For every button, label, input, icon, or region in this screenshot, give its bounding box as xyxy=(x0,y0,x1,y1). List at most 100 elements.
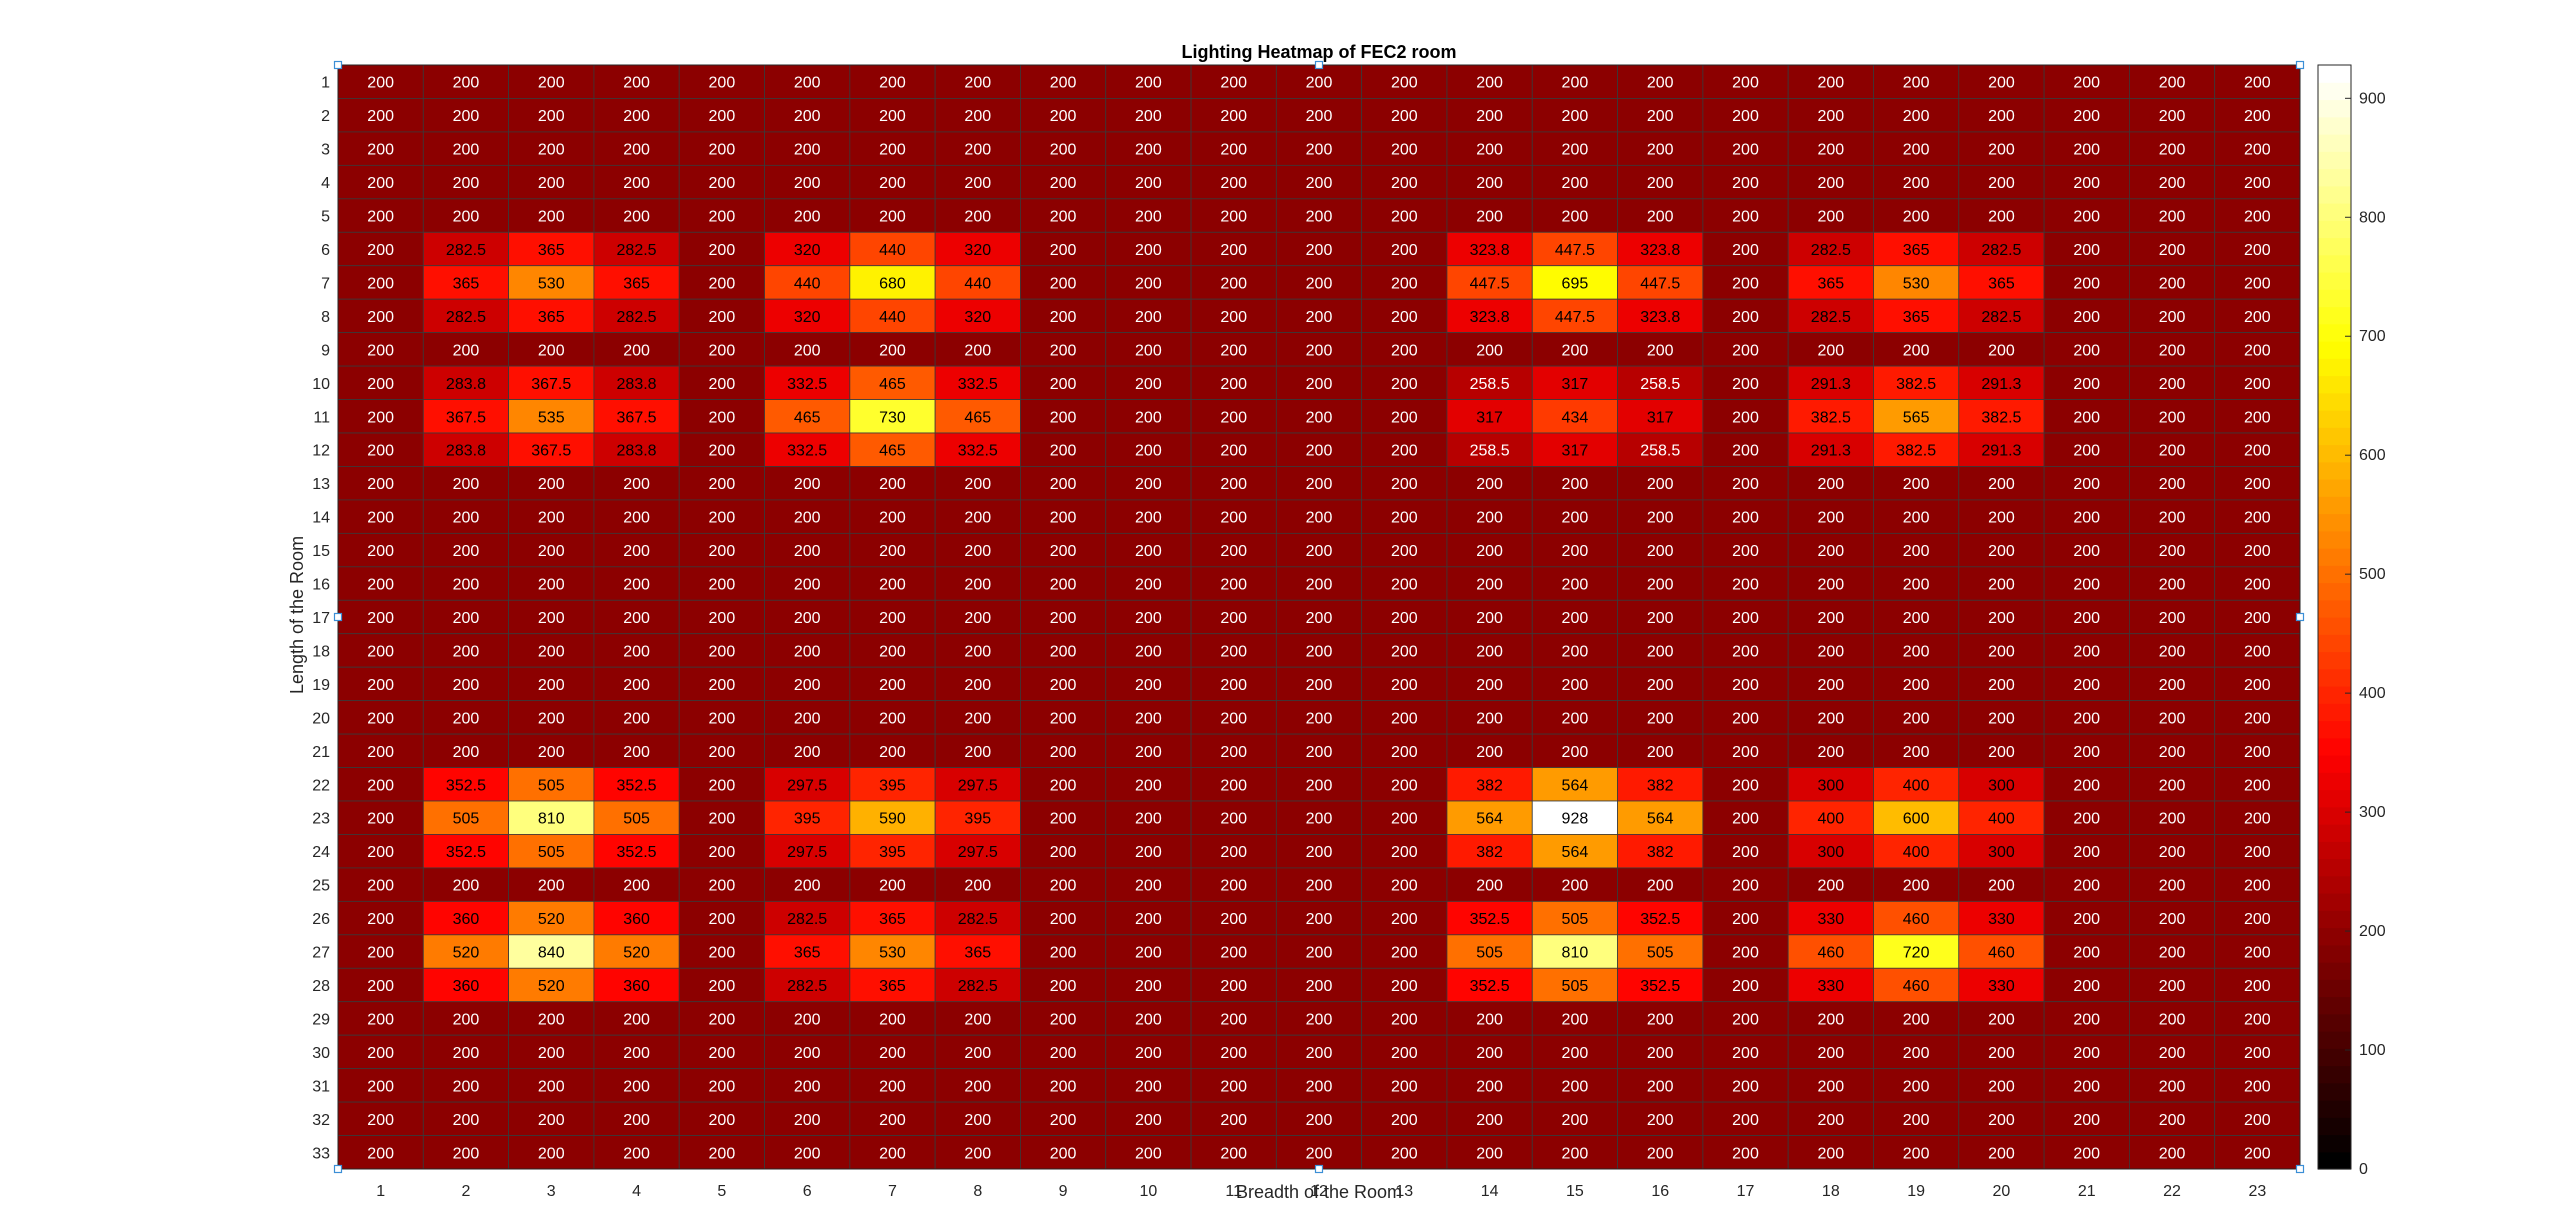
cell-value-label: 200 xyxy=(1306,275,1333,292)
y-tick-label: 7 xyxy=(321,275,330,292)
heatmap-cell xyxy=(849,265,936,300)
cell-value-label: 200 xyxy=(1647,142,1674,159)
heatmap-cell xyxy=(593,231,680,267)
cell-value-label: 200 xyxy=(1220,677,1247,694)
cell-value-label: 200 xyxy=(1306,1145,1333,1162)
cell-value-label: 200 xyxy=(538,1145,565,1162)
heatmap-cell xyxy=(1873,666,1960,702)
cell-value-label: 200 xyxy=(794,543,821,560)
colorbar-swatch xyxy=(2318,772,2351,791)
colorbar-swatch xyxy=(2318,979,2351,998)
cell-value-label: 200 xyxy=(794,744,821,761)
heatmap-cell xyxy=(2214,767,2301,802)
cell-value-label: 200 xyxy=(1391,710,1418,727)
cell-value-label: 200 xyxy=(2073,510,2100,527)
cell-value-label: 200 xyxy=(1476,476,1503,493)
heatmap-cell xyxy=(1958,365,2045,400)
cell-value-label: 200 xyxy=(1306,342,1333,359)
cell-value-label: 200 xyxy=(2244,1078,2271,1095)
cell-value-label: 200 xyxy=(2073,710,2100,727)
cell-value-label: 200 xyxy=(879,577,906,594)
cell-value-label: 200 xyxy=(1476,878,1503,895)
cell-value-label: 200 xyxy=(1306,978,1333,995)
heatmap-cell xyxy=(1020,265,1107,300)
cell-value-label: 200 xyxy=(1732,275,1759,292)
resize-handle[interactable] xyxy=(2295,612,2305,622)
resize-handle[interactable] xyxy=(1314,60,1324,70)
heatmap-cell xyxy=(1531,900,1618,936)
cell-value-label: 200 xyxy=(367,610,394,627)
heatmap-cell xyxy=(1702,800,1789,835)
cell-value-label: 200 xyxy=(1220,1145,1247,1162)
cell-value-label: 200 xyxy=(2159,643,2186,660)
heatmap-cell xyxy=(337,365,424,400)
cell-value-label: 600 xyxy=(1903,811,1930,828)
cell-value-label: 840 xyxy=(538,945,565,962)
cell-value-label: 200 xyxy=(1903,610,1930,627)
cell-value-label: 317 xyxy=(1647,409,1674,426)
heatmap-cell xyxy=(678,164,765,200)
cell-value-label: 200 xyxy=(1050,142,1077,159)
heatmap-cell xyxy=(1275,298,1363,334)
heatmap-cell xyxy=(422,1101,510,1136)
resize-handle[interactable] xyxy=(1314,1164,1324,1174)
heatmap-cell xyxy=(593,499,680,534)
cell-value-label: 200 xyxy=(538,510,565,527)
resize-handle[interactable] xyxy=(2295,1164,2305,1174)
cell-value-label: 200 xyxy=(623,108,650,125)
cell-value-label: 200 xyxy=(1562,342,1589,359)
cell-value-label: 200 xyxy=(1306,844,1333,861)
heatmap-cell xyxy=(1702,934,1789,969)
resize-handle[interactable] xyxy=(333,1164,343,1174)
heatmap-cell xyxy=(849,365,936,400)
cell-value-label: 200 xyxy=(1391,643,1418,660)
cell-value-label: 200 xyxy=(1306,945,1333,962)
y-tick-label: 9 xyxy=(321,342,330,359)
cell-value-label: 297.5 xyxy=(958,777,998,794)
cell-value-label: 200 xyxy=(1562,1145,1589,1162)
heatmap-cell xyxy=(1873,599,1960,635)
heatmap-cell xyxy=(1531,131,1618,166)
cell-value-label: 200 xyxy=(1391,275,1418,292)
cell-value-label: 200 xyxy=(1647,610,1674,627)
resize-handle[interactable] xyxy=(333,60,343,70)
heatmap-cell xyxy=(1617,967,1704,1003)
cell-value-label: 200 xyxy=(623,476,650,493)
cell-value-label: 200 xyxy=(2159,108,2186,125)
heatmap-cell xyxy=(1275,466,1363,501)
resize-handle[interactable] xyxy=(333,612,343,622)
heatmap-cell xyxy=(1361,432,1448,467)
cell-value-label: 200 xyxy=(453,677,480,694)
heatmap-cell xyxy=(849,767,936,802)
cell-value-label: 200 xyxy=(1988,878,2015,895)
heatmap-cell xyxy=(764,666,851,702)
heatmap-cell xyxy=(422,934,510,969)
cell-value-label: 200 xyxy=(1306,911,1333,928)
cell-value-label: 200 xyxy=(1220,409,1247,426)
resize-handle[interactable] xyxy=(2295,60,2305,70)
heatmap-cell xyxy=(1958,867,2045,902)
cell-value-label: 365 xyxy=(623,275,650,292)
cell-value-label: 200 xyxy=(1135,643,1162,660)
heatmap-cell xyxy=(593,566,680,601)
heatmap-cell xyxy=(1958,64,2045,99)
cell-value-label: 200 xyxy=(1988,577,2015,594)
cell-value-label: 200 xyxy=(2073,643,2100,660)
heatmap-cell xyxy=(2214,566,2301,601)
heatmap-cell xyxy=(1702,633,1789,668)
cell-value-label: 200 xyxy=(1647,1145,1674,1162)
cell-value-label: 200 xyxy=(1306,878,1333,895)
heatmap-cell xyxy=(1361,365,1448,400)
heatmap-cell xyxy=(2214,599,2301,635)
cell-value-label: 200 xyxy=(1050,710,1077,727)
colorbar-tick-label: 500 xyxy=(2359,566,2386,583)
cell-value-label: 200 xyxy=(1732,1045,1759,1062)
y-tick-label: 25 xyxy=(312,878,330,895)
cell-value-label: 200 xyxy=(709,777,736,794)
cell-value-label: 200 xyxy=(623,209,650,226)
cell-value-label: 200 xyxy=(794,610,821,627)
heatmap-cell xyxy=(1190,800,1277,835)
cell-value-label: 200 xyxy=(1135,476,1162,493)
cell-value-label: 200 xyxy=(453,175,480,192)
cell-value-label: 200 xyxy=(1220,577,1247,594)
